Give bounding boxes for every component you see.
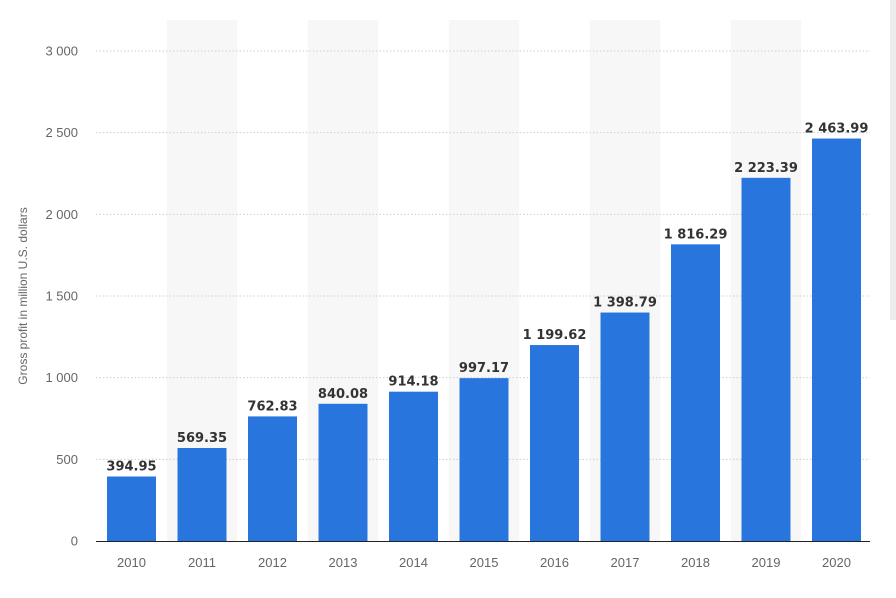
y-tick-label: 2 000: [45, 207, 78, 222]
bar-2016[interactable]: [530, 345, 579, 541]
bar-2017[interactable]: [600, 312, 650, 541]
x-tick-label: 2020: [822, 555, 851, 570]
gridlines: [96, 50, 870, 460]
bar-value-label: 1 398.79: [593, 296, 657, 311]
bar-2013[interactable]: [318, 403, 368, 541]
x-tick-label: 2012: [258, 555, 287, 570]
bar-2015[interactable]: [459, 378, 509, 541]
x-tick-labels: 2010 2011 2012 2013 2014 2015 2016 2017 2018 2019…: [117, 555, 851, 570]
bar-value-label: 1 816.29: [664, 227, 728, 242]
bar-2020[interactable]: [812, 138, 861, 542]
bar-value-label: 762.83: [247, 399, 297, 414]
y-tick-label: 1 500: [45, 289, 78, 304]
bar-2019[interactable]: [741, 177, 791, 541]
x-tick-label: 2018: [681, 555, 710, 570]
y-tick-label: 1 000: [45, 370, 78, 385]
bar-value-label: 840.08: [318, 387, 368, 402]
page-edge-strip: [890, 0, 896, 320]
bar-value-labels: 394.95 569.35 762.83 840.08 914.18 997.17 1 19…: [106, 122, 868, 475]
bar-value-label: 914.18: [388, 375, 438, 390]
x-tick-label: 2010: [117, 555, 146, 570]
y-tick-label: 2 500: [45, 125, 78, 140]
bar-2011[interactable]: [177, 448, 227, 541]
x-tick-label: 2015: [470, 555, 499, 570]
bar-value-label: 1 199.62: [523, 328, 587, 343]
bar-value-label: 997.17: [459, 361, 509, 376]
y-tick-label: 0: [71, 534, 78, 549]
y-tick-labels: 0 500 1 000 1 500 2 000 2 500 3 000: [45, 44, 78, 549]
bar-2010[interactable]: [107, 476, 156, 541]
y-tick-label: 500: [56, 452, 78, 467]
y-axis-title: Gross profit in million U.S. dollars: [16, 207, 30, 384]
x-tick-label: 2017: [611, 555, 640, 570]
x-tick-label: 2014: [399, 555, 428, 570]
y-tick-label: 3 000: [45, 44, 78, 59]
bar-value-label: 2 223.39: [734, 161, 798, 176]
x-tick-label: 2019: [752, 555, 781, 570]
x-tick-label: 2016: [540, 555, 569, 570]
bar-2012[interactable]: [248, 416, 297, 541]
bar-value-label: 394.95: [106, 459, 156, 474]
x-tick-label: 2011: [188, 555, 216, 570]
x-tick-label: 2013: [329, 555, 358, 570]
bar-value-label: 2 463.99: [805, 122, 869, 137]
bar-value-label: 569.35: [177, 431, 227, 446]
bar-2018[interactable]: [671, 244, 720, 541]
bar-2014[interactable]: [389, 391, 438, 541]
bars: [107, 138, 861, 542]
